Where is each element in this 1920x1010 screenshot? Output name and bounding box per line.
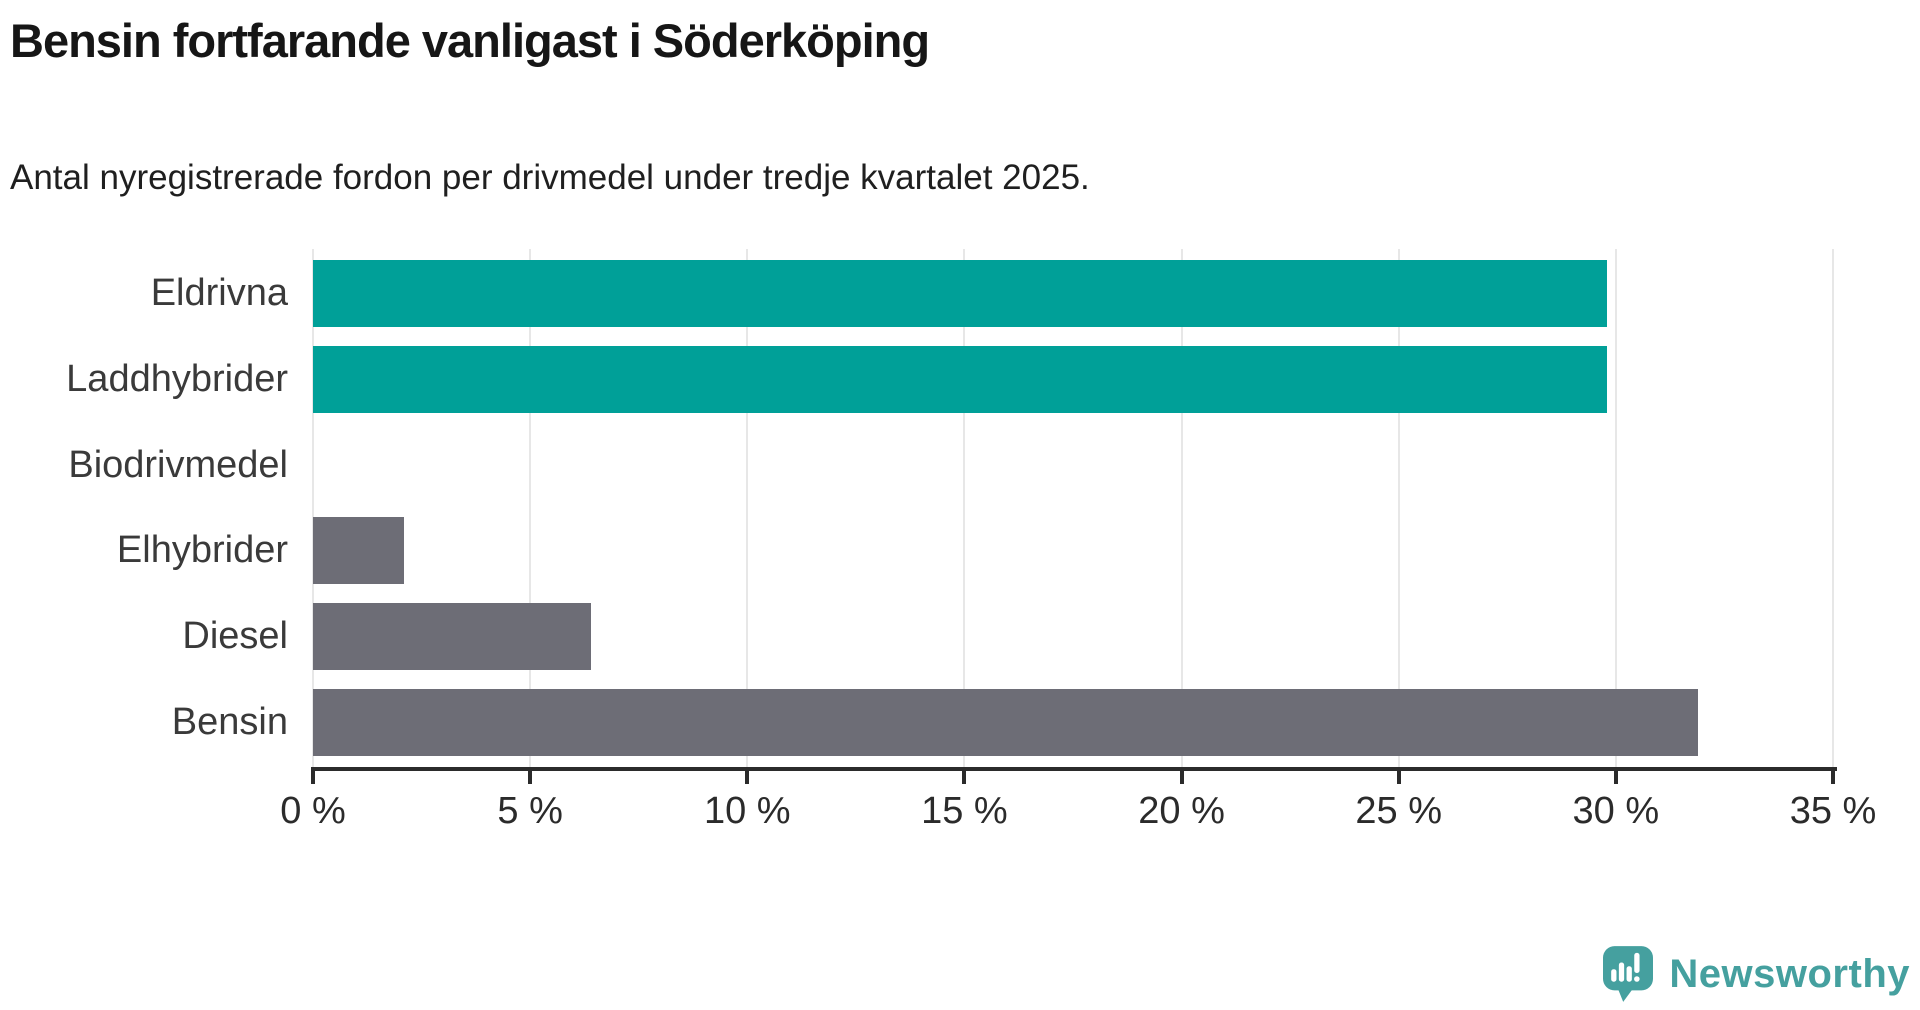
- x-tick-label: 0 %: [280, 790, 346, 832]
- gridline: [1614, 249, 1617, 767]
- x-axis-line: [311, 767, 1837, 771]
- gridline: [963, 249, 966, 767]
- x-tick-label: 35 %: [1789, 790, 1877, 832]
- x-tick: [745, 767, 750, 784]
- bar-diesel: [313, 603, 591, 671]
- bar-eldrivna: [313, 260, 1608, 327]
- x-tick-label: 15 %: [921, 790, 1008, 832]
- category-label-diesel: Diesel: [182, 615, 288, 658]
- gridline: [1180, 249, 1183, 767]
- newsworthy-logo: Newsworthy: [1603, 946, 1910, 1002]
- newsworthy-logo-text: Newsworthy: [1669, 951, 1910, 996]
- newsworthy-logo-icon: [1603, 946, 1654, 1002]
- x-tick-label: 20 %: [1138, 790, 1225, 832]
- x-tick-label: 25 %: [1355, 790, 1443, 832]
- gridline: [529, 249, 532, 767]
- gridline: [746, 249, 749, 767]
- plot-area: [312, 249, 1834, 767]
- category-axis: Eldrivna Laddhybrider Biodrivmedel Elhybrid…: [0, 249, 288, 767]
- category-label-biodrivmedel: Biodrivmedel: [68, 443, 288, 486]
- category-label-laddhybrider: Laddhybrider: [66, 357, 288, 400]
- chart-subtitle: Antal nyregistrerade fordon per drivmede…: [10, 158, 1090, 197]
- x-tick: [1831, 767, 1835, 784]
- category-label-elhybrider: Elhybrider: [116, 529, 288, 572]
- x-tick: [1179, 767, 1184, 784]
- x-tick: [311, 767, 315, 784]
- category-label-bensin: Bensin: [171, 701, 288, 743]
- x-tick: [1396, 767, 1401, 784]
- bar-bensin: [313, 689, 1699, 756]
- chart-title: Bensin fortfarande vanligast i Söderköpi…: [10, 14, 930, 67]
- x-tick: [528, 767, 533, 784]
- x-tick-label: 10 %: [703, 790, 791, 832]
- bar-elhybrider: [313, 517, 405, 585]
- category-label-eldrivna: Eldrivna: [150, 272, 288, 314]
- x-tick: [962, 767, 967, 784]
- bar-laddhybrider: [313, 345, 1608, 413]
- gridline: [1397, 249, 1400, 767]
- x-tick-label: 30 %: [1572, 790, 1660, 832]
- gridline: [312, 249, 314, 767]
- x-tick: [1613, 767, 1618, 784]
- x-tick-label: 5 %: [497, 790, 563, 832]
- gridline: [1832, 249, 1834, 767]
